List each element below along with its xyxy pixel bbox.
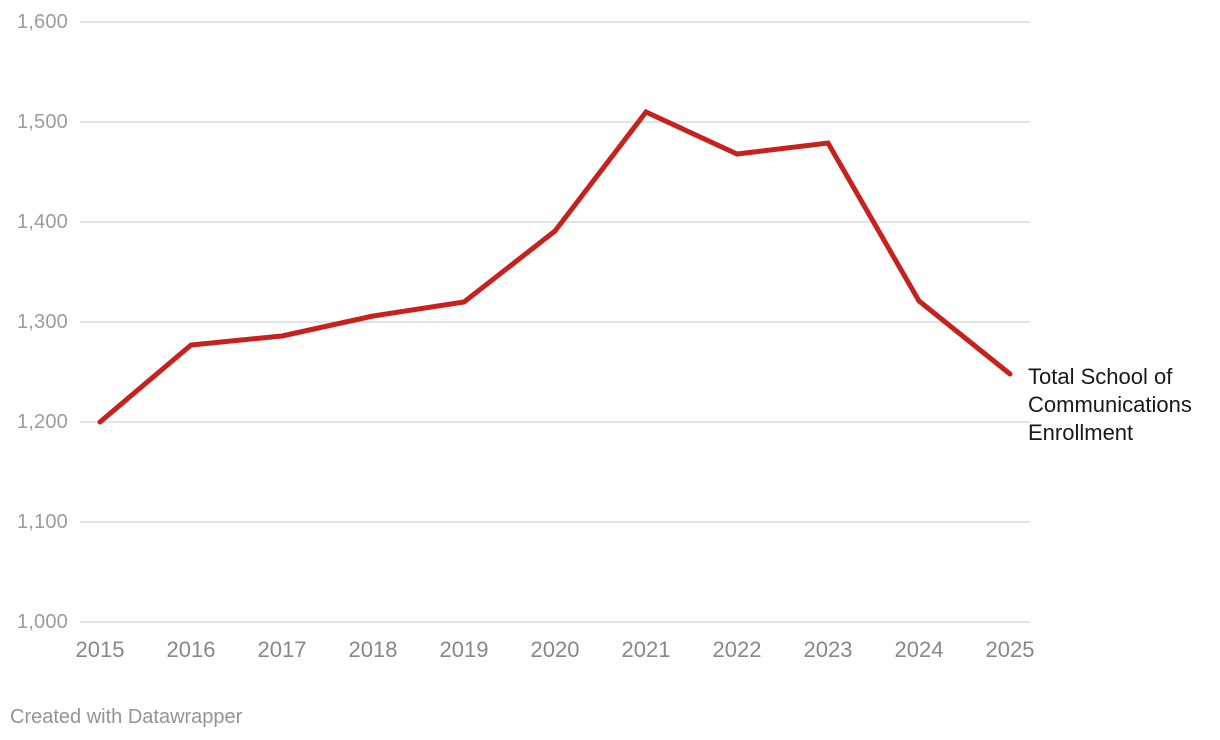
series-label-line: Total School of [1028, 364, 1173, 389]
x-axis-tick-label: 2019 [439, 637, 489, 662]
y-axis-tick-label: 1,300 [16, 311, 68, 333]
x-axis-tick-label: 2024 [894, 637, 944, 662]
series-label-line: Communications [1028, 392, 1192, 417]
x-axis-tick-label: 2025 [985, 637, 1035, 662]
y-axis-tick-label: 1,500 [16, 111, 68, 133]
datawrapper-attribution: Created with Datawrapper [10, 706, 243, 728]
x-axis-tick-label: 2020 [530, 637, 580, 662]
x-axis-tick-label: 2016 [166, 637, 216, 662]
y-axis-tick-label: 1,100 [16, 511, 68, 533]
series-label: Total School of Communications Enrollmen… [1028, 363, 1218, 447]
x-axis-tick-label: 2023 [803, 637, 853, 662]
x-axis-tick-label: 2022 [712, 637, 762, 662]
x-axis-tick-label: 2017 [257, 637, 307, 662]
enrollment-series-line [97, 108, 1013, 425]
y-axis-tick-label: 1,000 [16, 611, 68, 633]
y-axis-tick-label: 1,200 [16, 411, 68, 433]
series-label-line: Enrollment [1028, 420, 1134, 445]
gridlines [80, 21, 1030, 623]
x-axis-tick-label: 2015 [75, 637, 125, 662]
y-axis-tick-label: 1,600 [16, 11, 68, 33]
x-axis-tick-label: 2021 [621, 637, 671, 662]
x-axis-tick-label: 2018 [348, 637, 398, 662]
y-axis-tick-label: 1,400 [16, 211, 68, 233]
